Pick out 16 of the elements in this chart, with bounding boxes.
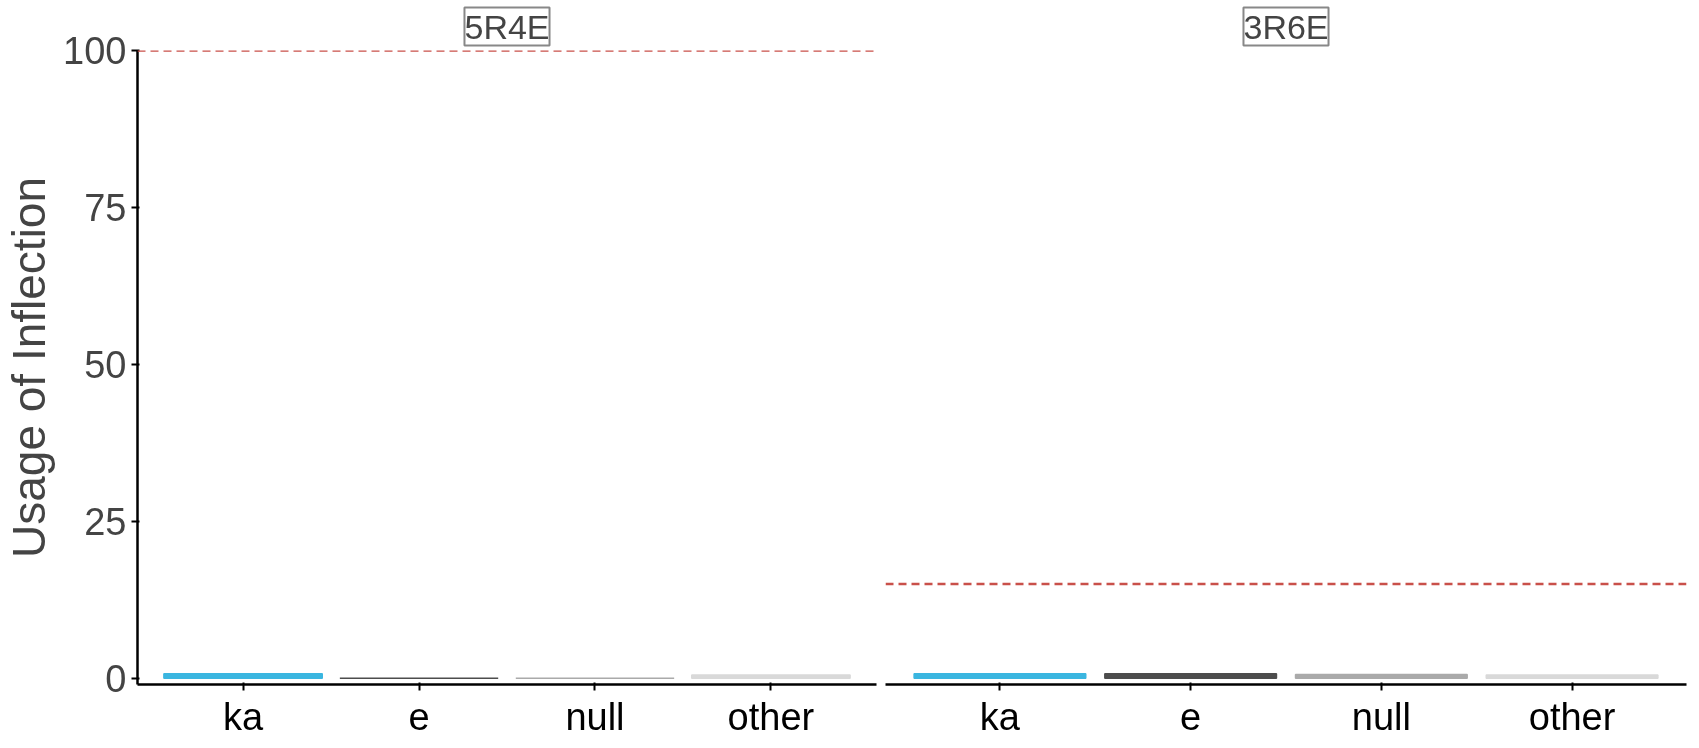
x-tick-label: null <box>565 695 625 738</box>
y-tick-label: 100 <box>63 30 127 72</box>
x-tick-label: other <box>727 695 815 738</box>
x-tick-label: ka <box>223 695 264 738</box>
chart-title: 5R4E <box>464 7 550 46</box>
y-axis-title: Usage of Inflection <box>3 176 56 558</box>
x-tick-label: e <box>1180 695 1202 738</box>
y-tick-label: 25 <box>84 500 127 543</box>
x-tick-label: other <box>1528 695 1616 738</box>
y-tick-label: 0 <box>105 657 127 700</box>
y-tick-label: 75 <box>84 186 127 229</box>
x-tick-label: null <box>1351 695 1411 738</box>
x-tick-label: e <box>408 695 430 738</box>
y-tick-label: 50 <box>84 343 127 386</box>
chart-title: 3R6E <box>1243 7 1329 46</box>
x-tick-label: ka <box>979 695 1021 738</box>
